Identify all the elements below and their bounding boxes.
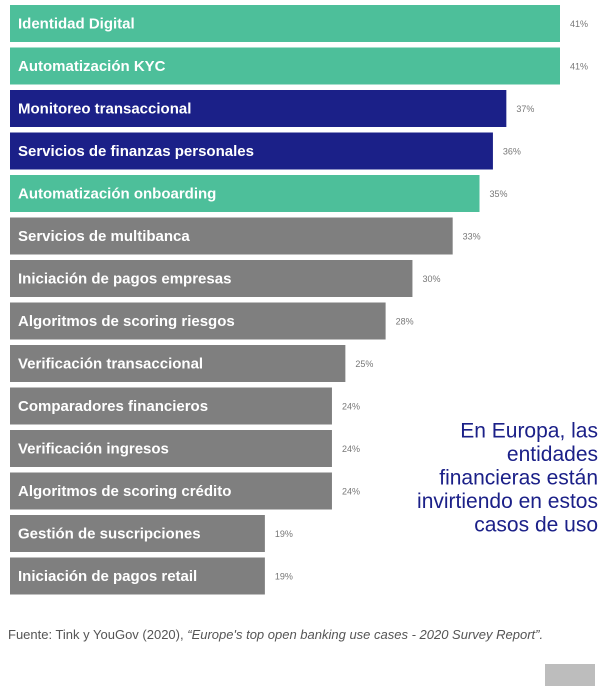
bar <box>10 345 346 382</box>
bar-label: Monitoreo transaccional <box>18 100 191 117</box>
bar-label: Comparadores financieros <box>18 398 208 415</box>
annotation: En Europa, las <box>460 420 598 443</box>
source-text: Fuente: Tink y YouGov (2020), <box>8 627 187 642</box>
bar-label: Verificación ingresos <box>18 440 169 457</box>
bar-label: Servicios de finanzas personales <box>18 143 254 160</box>
bar <box>10 302 386 340</box>
annotation: financieras están <box>439 467 598 490</box>
value-label: 35% <box>490 189 508 199</box>
bar-label: Servicios de multibanca <box>18 228 190 245</box>
bar-label: Iniciación de pagos empresas <box>18 270 231 287</box>
bar <box>10 132 493 170</box>
bar-label: Gestión de suscripciones <box>18 525 201 542</box>
bar-label: Algoritmos de scoring crédito <box>18 483 231 500</box>
bar <box>10 515 265 552</box>
value-label: 33% <box>463 231 481 241</box>
bar <box>10 557 265 595</box>
bar <box>10 175 480 212</box>
annotation: casos de uso <box>474 514 598 537</box>
bar-label: Automatización KYC <box>18 58 166 75</box>
source: Fuente: Tink y YouGov (2020), “Europe's … <box>8 627 543 642</box>
value-label: 36% <box>503 146 521 156</box>
bar <box>10 217 453 255</box>
value-label: 37% <box>516 104 534 114</box>
bar-label: Identidad Digital <box>18 15 135 32</box>
annotation: invirtiendo en estos <box>417 490 598 513</box>
bar-label: Automatización onboarding <box>18 185 216 202</box>
value-label: 30% <box>422 274 440 284</box>
value-label: 19% <box>275 571 293 581</box>
annotation: entidades <box>507 443 598 466</box>
bar <box>10 260 413 297</box>
bar <box>10 472 332 510</box>
value-label: 24% <box>342 486 360 496</box>
value-label: 24% <box>342 444 360 454</box>
source-title: “Europe's top open banking use cases - 2… <box>187 627 543 642</box>
bar <box>10 5 560 42</box>
value-label: 19% <box>275 529 293 539</box>
bar-label: Iniciación de pagos retail <box>18 568 197 585</box>
value-label: 28% <box>396 316 414 326</box>
value-label: 41% <box>570 19 588 29</box>
corner-box <box>545 664 595 686</box>
bar <box>10 47 560 85</box>
bar-label: Algoritmos de scoring riesgos <box>18 313 235 330</box>
value-label: 24% <box>342 401 360 411</box>
bar <box>10 387 332 425</box>
bar-label: Verificación transaccional <box>18 355 203 372</box>
bar <box>10 430 332 467</box>
value-label: 25% <box>355 359 373 369</box>
value-label: 41% <box>570 61 588 71</box>
bar <box>10 90 507 127</box>
